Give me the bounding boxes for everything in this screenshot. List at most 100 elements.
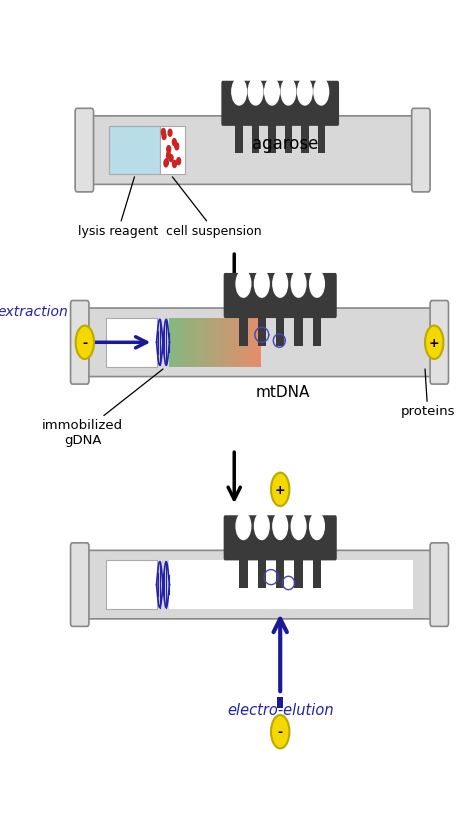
Circle shape	[232, 79, 246, 106]
Bar	[228, 319, 230, 367]
FancyBboxPatch shape	[85, 551, 434, 619]
Circle shape	[271, 715, 290, 748]
FancyBboxPatch shape	[75, 110, 93, 192]
Circle shape	[271, 473, 290, 507]
Circle shape	[164, 161, 168, 168]
Text: -: -	[82, 336, 87, 349]
Bar	[239, 555, 247, 589]
FancyBboxPatch shape	[107, 561, 157, 609]
Text: electro-elution: electro-elution	[227, 702, 334, 717]
Circle shape	[310, 513, 324, 540]
Text: agarose: agarose	[252, 135, 318, 153]
Bar	[183, 319, 186, 367]
FancyBboxPatch shape	[430, 543, 448, 627]
Bar	[176, 319, 179, 367]
Bar	[174, 319, 177, 367]
Bar	[243, 319, 245, 367]
Bar	[285, 121, 292, 155]
Circle shape	[236, 513, 251, 540]
Bar	[252, 319, 254, 367]
Bar	[200, 319, 202, 367]
Circle shape	[76, 326, 94, 359]
Bar	[206, 319, 208, 367]
FancyBboxPatch shape	[71, 301, 89, 385]
Circle shape	[175, 144, 179, 150]
Bar	[169, 561, 413, 609]
Bar	[239, 313, 247, 346]
Text: +: +	[275, 483, 285, 497]
FancyBboxPatch shape	[430, 301, 448, 385]
FancyBboxPatch shape	[109, 127, 160, 175]
Bar	[257, 319, 260, 367]
Text: -: -	[278, 726, 283, 738]
Bar	[187, 319, 190, 367]
Bar	[211, 319, 214, 367]
Circle shape	[164, 160, 168, 166]
Circle shape	[177, 159, 181, 166]
Bar	[219, 319, 221, 367]
Text: proteins: proteins	[401, 370, 455, 418]
Bar	[231, 319, 234, 367]
Bar	[229, 319, 232, 367]
Bar	[233, 319, 236, 367]
Circle shape	[310, 271, 324, 298]
Bar	[250, 319, 252, 367]
Circle shape	[173, 140, 176, 146]
Bar	[180, 319, 182, 367]
Bar	[245, 319, 246, 367]
Circle shape	[162, 134, 166, 140]
Bar	[313, 313, 321, 346]
Bar	[191, 319, 193, 367]
Bar	[258, 313, 266, 346]
Bar	[313, 555, 321, 589]
Circle shape	[167, 146, 171, 154]
Bar	[236, 121, 243, 155]
Bar	[276, 313, 284, 346]
Bar	[195, 319, 197, 367]
Bar	[182, 319, 184, 367]
Bar	[268, 121, 276, 155]
Bar	[213, 319, 215, 367]
Bar	[294, 555, 303, 589]
Circle shape	[168, 130, 172, 137]
Bar	[237, 319, 239, 367]
Bar	[185, 319, 188, 367]
FancyBboxPatch shape	[71, 543, 89, 627]
FancyBboxPatch shape	[224, 516, 337, 561]
Bar	[254, 319, 256, 367]
Bar	[255, 319, 258, 367]
Bar	[199, 319, 201, 367]
Circle shape	[273, 271, 288, 298]
Text: extraction: extraction	[0, 304, 68, 319]
Circle shape	[425, 326, 443, 359]
Bar	[193, 319, 195, 367]
Bar	[222, 319, 225, 367]
Bar	[169, 319, 171, 367]
Circle shape	[169, 155, 173, 162]
Circle shape	[298, 79, 312, 106]
Bar	[248, 319, 250, 367]
Text: mtDNA: mtDNA	[255, 385, 310, 400]
Bar	[220, 319, 223, 367]
Bar	[217, 319, 219, 367]
Bar	[235, 319, 237, 367]
Bar	[215, 319, 217, 367]
Bar	[241, 319, 243, 367]
Text: immobilized
gDNA: immobilized gDNA	[42, 370, 163, 446]
Bar	[208, 319, 210, 367]
Bar	[294, 313, 303, 346]
Bar	[277, 696, 283, 708]
Text: cell suspension: cell suspension	[166, 177, 262, 237]
Circle shape	[264, 79, 279, 106]
Circle shape	[273, 513, 288, 540]
Circle shape	[162, 130, 165, 136]
Bar	[252, 121, 259, 155]
FancyBboxPatch shape	[85, 308, 434, 377]
Text: +: +	[429, 336, 439, 349]
Bar	[246, 319, 248, 367]
Circle shape	[166, 152, 171, 160]
Bar	[259, 319, 261, 367]
Bar	[204, 319, 206, 367]
Text: lysis reagent: lysis reagent	[78, 177, 158, 237]
Bar	[210, 319, 212, 367]
